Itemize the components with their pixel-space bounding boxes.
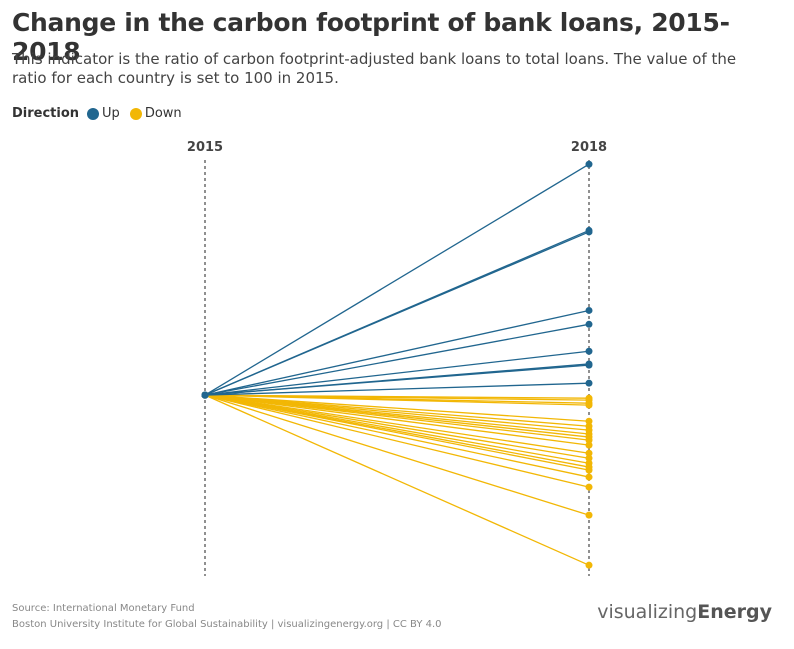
slope-line xyxy=(204,163,590,396)
legend-label: Down xyxy=(144,106,182,121)
slope-line xyxy=(204,231,590,396)
legend-swatch xyxy=(129,107,142,120)
slope-dot xyxy=(585,511,593,519)
legend-swatch xyxy=(87,107,100,120)
slope-line xyxy=(204,350,590,396)
logo-light: visualizing xyxy=(597,601,698,623)
slope-dot xyxy=(585,228,593,236)
source: Source: International Monetary Fund xyxy=(12,603,195,614)
x-axis-label: 2015 xyxy=(187,140,223,155)
slope-line xyxy=(204,323,590,396)
slope-dot xyxy=(585,473,593,481)
slope-line xyxy=(204,394,590,488)
slope-line xyxy=(204,394,590,406)
legend: Direction Up Down xyxy=(12,106,188,121)
x-axis-label: 2018 xyxy=(571,140,607,155)
slope-dot xyxy=(585,347,593,355)
slope-line xyxy=(204,394,590,516)
slope-dot xyxy=(585,361,593,369)
slope-dot xyxy=(585,401,593,409)
chart-title: Change in the carbon footprint of bank l… xyxy=(12,8,730,66)
slope-dot xyxy=(201,391,209,399)
slope-line xyxy=(204,394,590,459)
logo: visualizingEnergy xyxy=(597,601,772,623)
slope-dot xyxy=(585,449,593,457)
slope-line xyxy=(204,394,590,454)
slope-dot xyxy=(585,441,593,449)
footer: Source: International Monetary Fund Bost… xyxy=(12,601,442,633)
slope-line xyxy=(204,394,590,422)
slope-line xyxy=(204,382,590,396)
legend-item: Up xyxy=(87,106,120,121)
credit: Boston University Institute for Global S… xyxy=(12,619,442,630)
slope-line xyxy=(204,309,590,396)
slope-dot xyxy=(585,436,593,444)
slope-dot xyxy=(585,417,593,425)
slope-dot xyxy=(585,483,593,491)
slope-line xyxy=(204,394,590,446)
slope-dot xyxy=(585,454,593,462)
slope-dot xyxy=(585,379,593,387)
slope-line xyxy=(204,394,590,441)
chart-subtitle: This indicator is the ratio of carbon fo… xyxy=(12,50,737,87)
slope-dot xyxy=(585,160,593,168)
logo-bold: Energy xyxy=(697,601,772,623)
legend-label: Up xyxy=(102,106,120,121)
slope-dot xyxy=(585,466,593,474)
slope-dot xyxy=(585,320,593,328)
slope-dot xyxy=(585,306,593,314)
legend-title: Direction xyxy=(12,106,80,121)
slope-line xyxy=(204,364,590,396)
legend-item: Down xyxy=(129,106,182,121)
slope-line xyxy=(204,394,590,471)
slope-dot xyxy=(585,561,593,569)
slope-line xyxy=(204,394,590,566)
slope-line xyxy=(204,394,590,478)
